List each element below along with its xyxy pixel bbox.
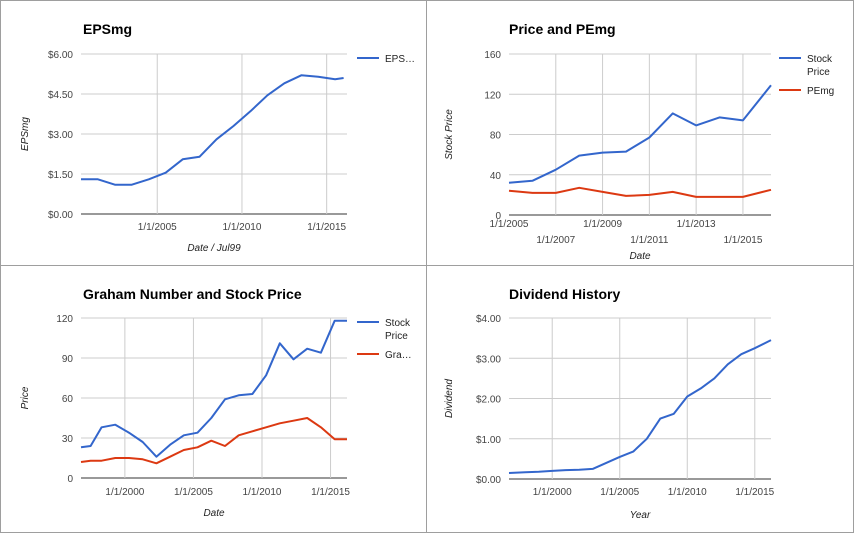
chart0-title: EPSmg: [83, 21, 132, 37]
chart2-legend-label-1: Gra…: [385, 350, 412, 361]
chart1-y-tick-label: 40: [490, 171, 502, 182]
chart2-y-tick-label: 90: [62, 354, 74, 365]
chart3-title: Dividend History: [509, 286, 620, 302]
chart0-y-tick-label: $1.50: [48, 170, 73, 181]
chart2-x-tick-label: 1/1/2015: [311, 487, 350, 498]
chart0-x-tick-label: 1/1/2005: [138, 222, 177, 233]
chart2-y-tick-label: 30: [62, 434, 74, 445]
chart0-x-tick-label: 1/1/2010: [222, 222, 261, 233]
chart3-y-tick-label: $4.00: [476, 314, 501, 325]
chart2-legend-label-0: Stock Price: [385, 318, 411, 342]
chart0-y-tick-label: $4.50: [48, 90, 73, 101]
chart1-title: Price and PEmg: [509, 21, 616, 37]
chart1-x-tick-label: 1/1/2009: [583, 219, 622, 230]
chart1-legend-label-1: PEmg: [807, 86, 834, 97]
graham-number-chart: Graham Number and Stock Price 0 30 60 90 120 1…: [20, 286, 412, 519]
chart0-x-axis-label: Date / Jul99: [187, 243, 241, 254]
chart2-x-axis-label: Date: [203, 508, 225, 519]
chart1-x-tick-label: 1/1/2015: [723, 235, 762, 246]
chart0-y-axis-label: EPSmg: [20, 117, 31, 151]
graham-number-chart-panel: Graham Number and Stock Price 0 30 60 90 120 1…: [0, 265, 428, 533]
chart1-x-tick-label: 1/1/2005: [490, 219, 529, 230]
chart2-title: Graham Number and Stock Price: [83, 286, 302, 302]
chart1-x-axis-label: Date: [629, 251, 651, 262]
chart3-x-tick-label: 1/1/2015: [735, 487, 774, 498]
dividend-history-chart: Dividend History $0.00 $1.00 $2.00 $3.00 $4.0…: [444, 286, 775, 521]
chart2-series-line-0: [80, 319, 347, 458]
chart2-y-tick-label: 60: [62, 394, 74, 405]
chart3-x-tick-label: 1/1/2010: [668, 487, 707, 498]
chart0-series-line-0: [81, 74, 344, 186]
chart1-y-tick-label: 80: [490, 131, 502, 142]
chart1-y-tick-label: 160: [484, 50, 501, 61]
chart2-y-axis-label: Price: [20, 386, 31, 409]
epsmg-chart-panel: EPSmg $0.00 $1.50 $3.00 $4.50 $6.00 1/1/2005 1/…: [0, 0, 428, 267]
chart3-y-tick-label: $2.00: [476, 395, 501, 406]
epsmg-chart: EPSmg $0.00 $1.50 $3.00 $4.50 $6.00 1/1/2005 1/…: [20, 21, 415, 254]
chart1-y-tick-label: 0: [495, 211, 501, 222]
chart3-series-line-0: [508, 339, 772, 474]
chart1-series-line-1: [508, 186, 772, 198]
chart2-y-tick-label: 0: [67, 474, 73, 485]
price-pemg-chart: Price and PEmg 0 40 80 120 160 1/1/2005 1/1/200…: [444, 21, 834, 262]
chart3-x-tick-label: 1/1/2000: [533, 487, 572, 498]
chart3-y-tick-label: $1.00: [476, 435, 501, 446]
chart1-legend-label-0: Stock Price: [807, 54, 833, 78]
chart0-legend-label-0: EPS…: [385, 54, 415, 65]
chart3-y-tick-label: $3.00: [476, 354, 501, 365]
price-pemg-chart-panel: Price and PEmg 0 40 80 120 160 1/1/2005 1/1/200…: [426, 0, 854, 267]
chart2-y-tick-label: 120: [56, 314, 73, 325]
chart1-y-axis-label: Stock Price: [444, 109, 455, 160]
chart0-y-tick-label: $3.00: [48, 130, 73, 141]
dividend-history-chart-panel: Dividend History $0.00 $1.00 $2.00 $3.00 $4.0…: [426, 265, 854, 533]
chart0-x-tick-label: 1/1/2015: [307, 222, 346, 233]
chart1-series-line-0: [508, 84, 772, 184]
chart3-y-tick-label: $0.00: [476, 475, 501, 486]
chart2-x-tick-label: 1/1/2010: [243, 487, 282, 498]
chart3-x-axis-label: Year: [630, 510, 651, 521]
chart3-x-tick-label: 1/1/2005: [600, 487, 639, 498]
chart2-x-tick-label: 1/1/2005: [174, 487, 213, 498]
chart1-y-tick-label: 120: [484, 90, 501, 101]
chart2-x-tick-label: 1/1/2000: [105, 487, 144, 498]
chart0-y-tick-label: $0.00: [48, 210, 73, 221]
chart3-y-axis-label: Dividend: [444, 379, 455, 418]
chart2-series-line-1: [80, 417, 347, 465]
chart1-x-tick-label: 1/1/2007: [536, 235, 575, 246]
chart1-x-tick-label: 1/1/2013: [677, 219, 716, 230]
chart0-y-tick-label: $6.00: [48, 50, 73, 61]
chart1-x-tick-label: 1/1/2011: [630, 235, 669, 246]
